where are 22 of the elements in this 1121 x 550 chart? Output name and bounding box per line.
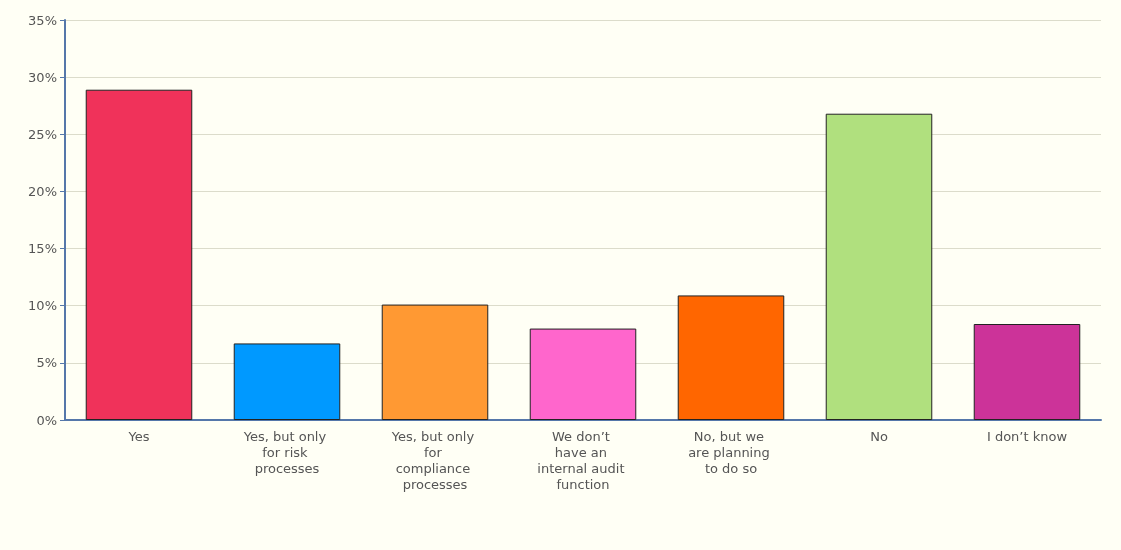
bar [973,324,1081,420]
bar [529,328,637,420]
y-tick-label: 5% [36,355,57,371]
y-tick-label: 35% [28,12,57,28]
y-tick-label: 30% [28,69,57,85]
y-tick-label: 25% [28,126,57,142]
bar [677,295,785,420]
y-tick-label: 0% [36,412,57,428]
bar [381,304,489,420]
x-tick-label: No, but we are planning to do so [688,428,774,476]
bar [233,343,341,420]
x-tick-label: Yes, but only for compliance processes [390,428,479,492]
y-tick-label: 20% [28,183,57,199]
x-tick-label: No [870,428,888,444]
x-tick-label: I don’t know [986,428,1068,444]
bar [85,89,193,420]
y-tick-label: 15% [28,241,57,257]
x-tick-label: Yes [127,428,150,444]
y-tick-label: 10% [28,298,57,314]
x-tick-label: We don’t have an internal audit function [537,428,629,492]
x-tick-label: Yes, but only for risk processes [242,428,331,476]
bar [825,113,933,420]
